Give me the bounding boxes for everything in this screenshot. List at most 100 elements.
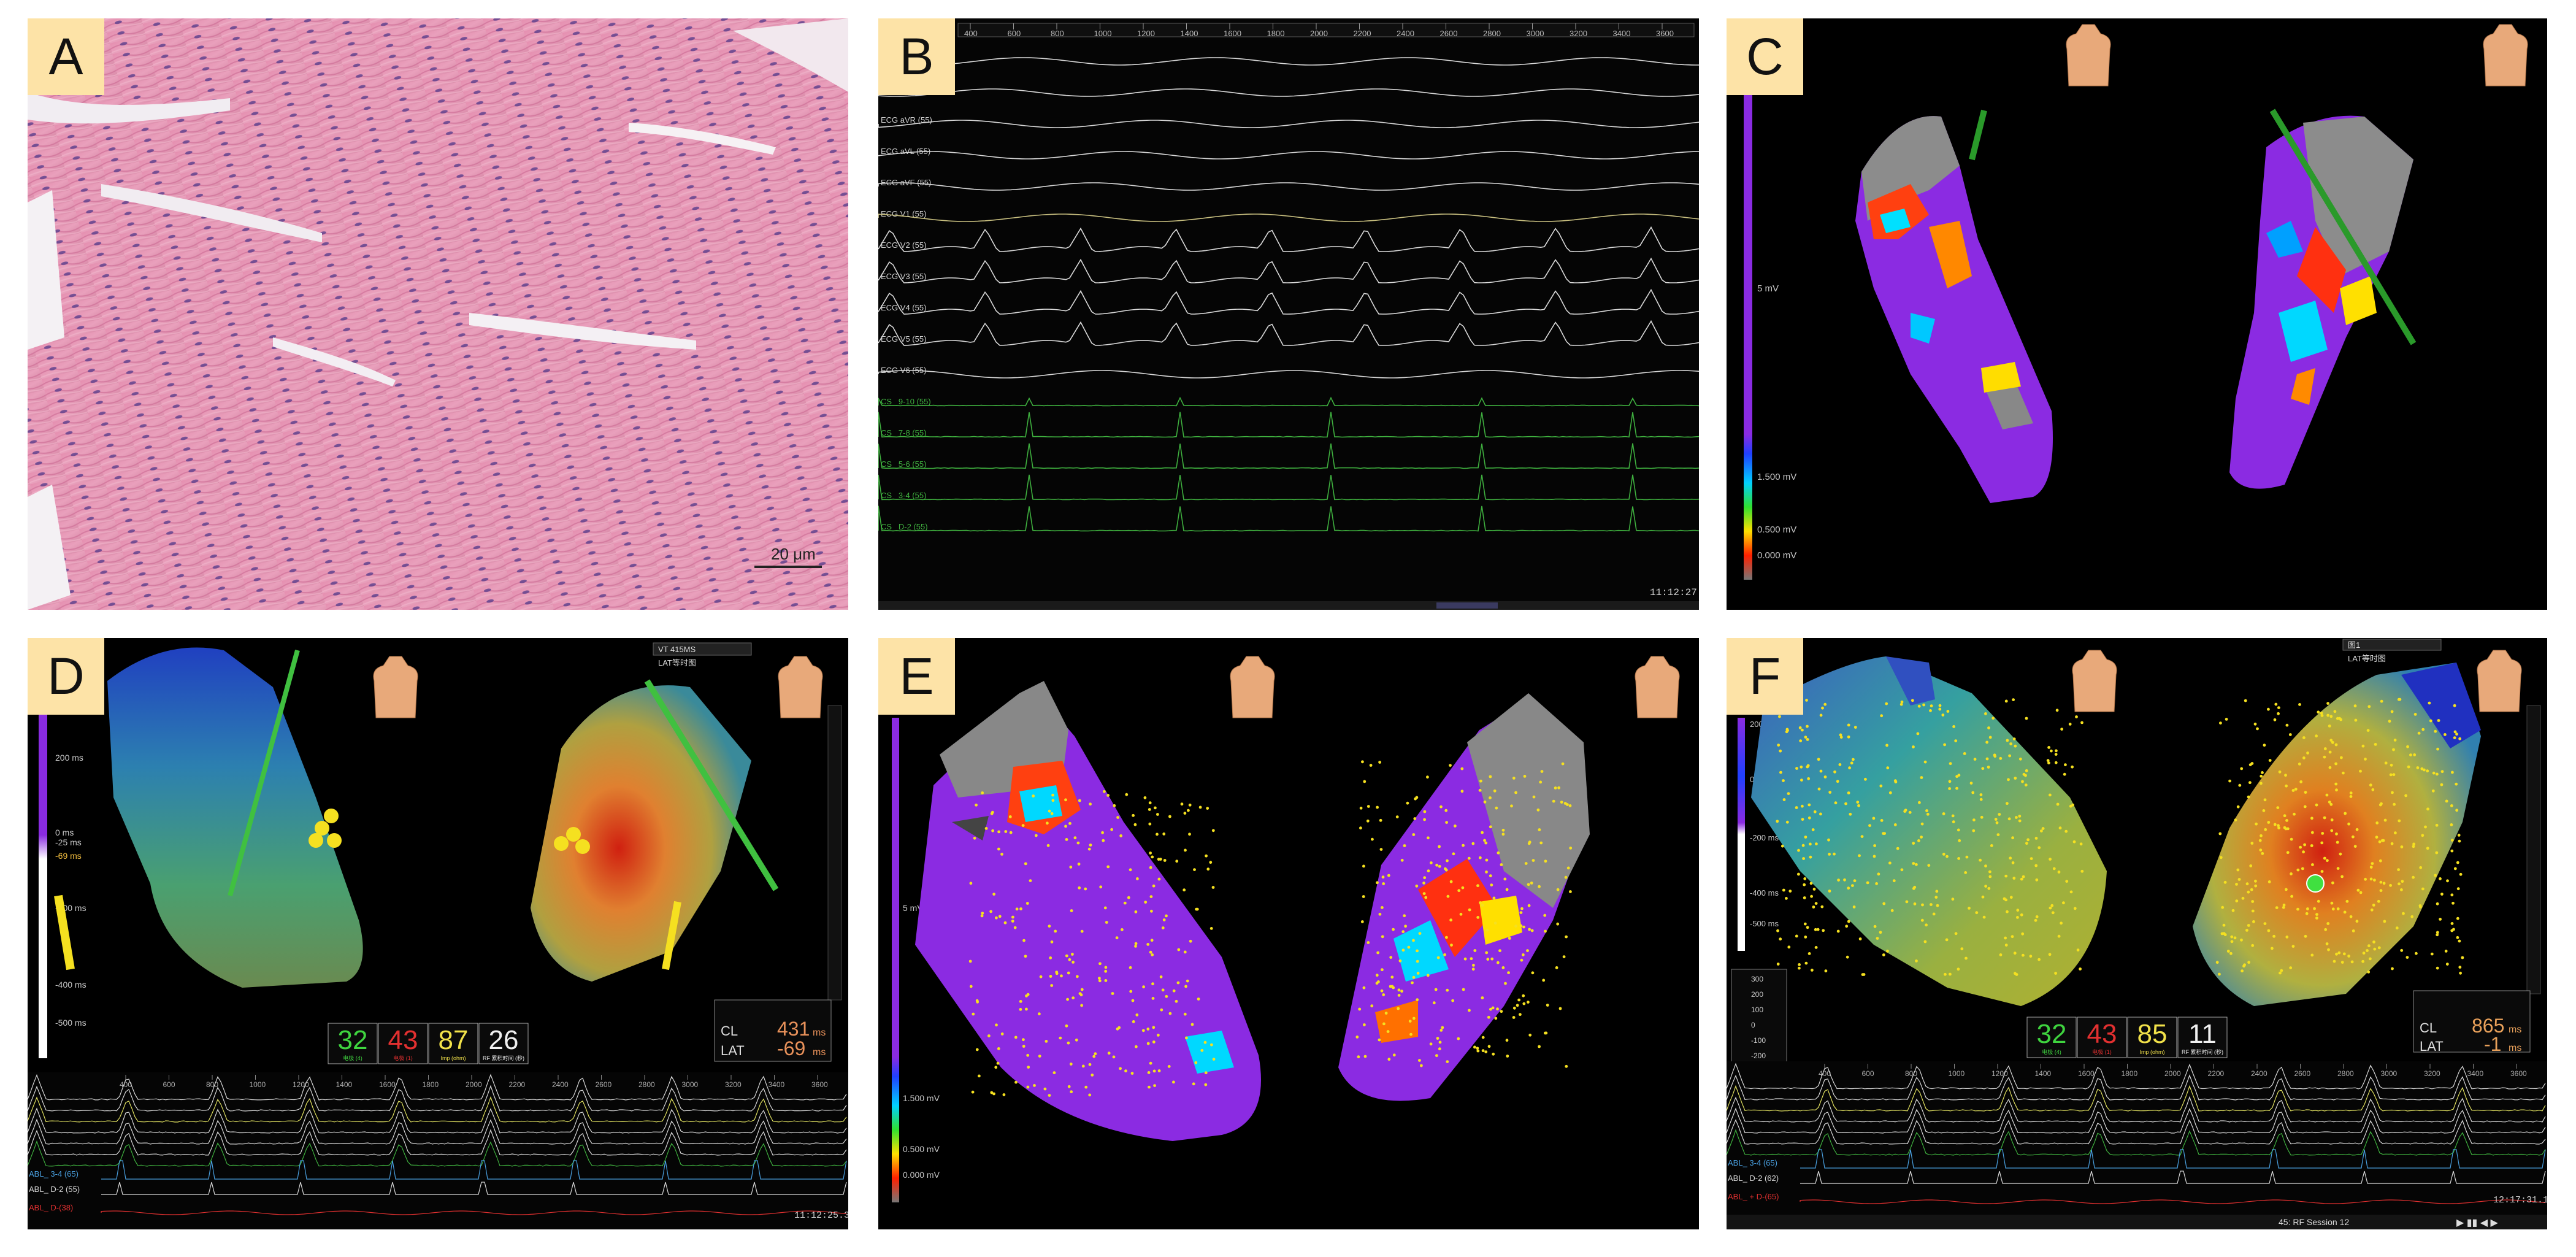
torso-icon[interactable]: [1635, 656, 1680, 718]
map-point: [1175, 859, 1179, 863]
map-point: [1180, 802, 1184, 806]
map-point: [1462, 844, 1465, 847]
map-point: [2040, 829, 2043, 832]
map-point: [2029, 955, 2033, 958]
map-point: [2218, 972, 2221, 976]
map-point: [1801, 844, 1805, 847]
map-point: [2243, 963, 2246, 967]
torso-icon[interactable]: [2066, 24, 2111, 86]
map-dropdown[interactable]: [653, 642, 752, 656]
torso-icon[interactable]: [1230, 656, 1275, 718]
map-dropdown-label: 图1: [2348, 640, 2360, 650]
map-point: [1107, 1051, 1111, 1055]
map-point: [1487, 1015, 1490, 1019]
torso-icon[interactable]: [373, 656, 418, 718]
map-point: [1404, 924, 1407, 928]
map-point: [2444, 733, 2447, 736]
map-point: [2331, 907, 2335, 911]
time-tick-label: 3600: [1656, 29, 1674, 38]
map-point: [2398, 698, 2402, 701]
map-point: [2333, 959, 2336, 963]
map-point: [1445, 821, 1448, 824]
map-dropdown[interactable]: [2342, 639, 2442, 651]
map-point: [2369, 866, 2373, 869]
torso-icon[interactable]: [2477, 650, 2522, 712]
panel-label-f: F: [1727, 638, 1803, 715]
map-point: [2055, 709, 2059, 712]
torso-icon[interactable]: [778, 656, 823, 718]
map-point: [2435, 851, 2439, 855]
map-point: [2340, 756, 2343, 759]
map-point: [2369, 877, 2373, 881]
map-point: [1527, 1001, 1530, 1004]
map-point: [1839, 733, 1842, 737]
cl-unit: ms: [2509, 1024, 2521, 1035]
map-point: [1996, 833, 2000, 836]
map-point: [1948, 787, 1951, 790]
map-point: [1944, 972, 1947, 976]
map-point: [2245, 882, 2249, 886]
strip-trace: [28, 1140, 847, 1167]
map-point: [1923, 940, 1927, 944]
map-point: [2367, 944, 2371, 948]
map-point: [989, 910, 992, 913]
map-point: [1009, 831, 1013, 834]
strip-trace: [101, 1160, 847, 1180]
map-point: [1038, 1055, 1041, 1058]
map-point: [1893, 779, 1897, 783]
map-point: [1033, 1084, 1036, 1087]
play-icon[interactable]: ▶ ▮▮ ◀ ▶: [2456, 1218, 2499, 1228]
map-point: [2304, 791, 2307, 794]
map-point: [2026, 838, 2030, 842]
map-point: [2413, 713, 2417, 716]
map-point: [2264, 828, 2267, 831]
map-point: [1934, 896, 1938, 899]
map-point: [1883, 832, 1886, 835]
map-point: [2450, 849, 2454, 853]
map-point: [2258, 839, 2262, 842]
map-point: [1104, 979, 1108, 982]
map-point: [1982, 915, 1986, 919]
map-point: [1387, 874, 1390, 877]
map-point: [1406, 801, 1409, 805]
map-point: [1449, 918, 1452, 922]
map-point: [1133, 823, 1137, 826]
lat-unit: ms: [2509, 1043, 2521, 1053]
map-point: [1779, 937, 1782, 941]
map-point: [2277, 824, 2280, 828]
map-point: [2342, 771, 2345, 775]
map-point: [1819, 812, 1822, 816]
map-point: [1132, 813, 1135, 817]
map-point: [1949, 972, 1952, 976]
lead-label: CS_ 7-8 (55): [881, 428, 926, 437]
map-point: [1930, 903, 1933, 906]
map-point: [1555, 966, 1558, 969]
map-point: [1905, 900, 1909, 904]
time-tick-label: 400: [120, 1080, 132, 1089]
map-point: [2315, 917, 2318, 920]
map-point: [2407, 765, 2410, 769]
map-point: [1512, 1016, 1516, 1019]
map-point: [1022, 939, 1025, 942]
torso-icon[interactable]: [2483, 24, 2528, 86]
map-point: [1375, 974, 1379, 977]
map-point: [1927, 864, 1931, 867]
map-point: [1125, 793, 1129, 796]
map-point: [1512, 1006, 1516, 1010]
map-point: [2080, 721, 2083, 725]
panel-e: E 5 mV 1.500 mV 0.500 mV 0.000 mV: [878, 638, 1699, 1229]
map-point: [1013, 926, 1017, 929]
map-point: [2011, 836, 2014, 840]
map-point: [1021, 824, 1025, 827]
map-point: [1520, 958, 1524, 962]
map-point: [1510, 804, 1513, 808]
map-point: [1459, 912, 1463, 916]
map-point: [1795, 806, 1798, 809]
map-point: [1134, 945, 1137, 948]
map-point: [1917, 704, 1921, 708]
torso-icon[interactable]: [2072, 650, 2117, 712]
map-point: [2366, 729, 2370, 732]
map-point: [1161, 988, 1165, 992]
map-point: [1359, 806, 1363, 810]
map-point: [2390, 842, 2394, 845]
